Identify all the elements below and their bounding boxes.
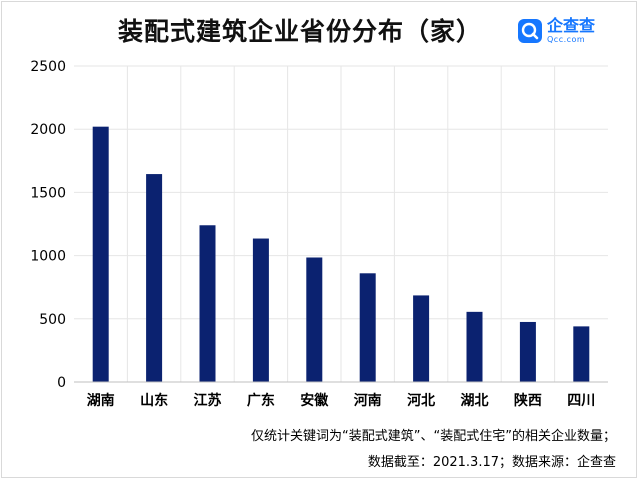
y-tick-label: 2500 (30, 59, 66, 75)
footnote-scope: 仅统计关键词为“装配式建筑”、“装配式住宅”的相关企业数量； (251, 429, 616, 444)
x-tick-label: 湖南 (87, 392, 115, 409)
x-tick-label: 陕西 (514, 392, 542, 409)
x-tick-label: 安徽 (300, 392, 329, 409)
bar-9 (519, 321, 536, 382)
brand-name: 企查查 (547, 16, 596, 35)
y-tick-label: 2000 (30, 122, 66, 138)
brand-logo-icon (518, 19, 542, 43)
bar-4 (252, 238, 269, 382)
bar-3 (199, 225, 216, 382)
bar-8 (466, 311, 483, 382)
bar-10 (573, 326, 590, 382)
x-tick-label: 湖北 (461, 393, 489, 409)
y-tick-label: 1500 (30, 185, 66, 201)
bar-6 (359, 273, 376, 382)
brand-logo: 企查查 Qcc.com (518, 16, 595, 46)
bar-5 (306, 257, 323, 382)
x-axis-ticks: 湖南 山东 江苏 广东 安徽 河南 河北 湖北 陕西 四川 (87, 392, 596, 409)
y-tick-label: 1000 (30, 249, 66, 265)
x-tick-label: 江苏 (194, 392, 222, 409)
x-tick-label: 广东 (247, 392, 275, 409)
footnote-source: 数据截至：2021.3.17；数据来源：企查查 (367, 455, 616, 470)
bar-1 (92, 126, 109, 382)
grid-lines (74, 65, 608, 382)
x-tick-label: 四川 (567, 393, 595, 409)
bar-2 (146, 174, 163, 382)
y-tick-label: 0 (57, 375, 66, 391)
x-tick-label: 山东 (140, 392, 168, 409)
brand-domain: Qcc.com (547, 35, 586, 44)
bar-7 (413, 295, 430, 382)
bars (92, 126, 590, 382)
x-tick-label: 河北 (407, 392, 435, 409)
x-tick-label: 河南 (354, 392, 382, 409)
chart-title: 装配式建筑企业省份分布（家） (117, 17, 482, 46)
y-tick-label: 500 (39, 312, 66, 328)
y-axis-ticks: 0 500 1000 1500 2000 2500 (30, 59, 66, 391)
